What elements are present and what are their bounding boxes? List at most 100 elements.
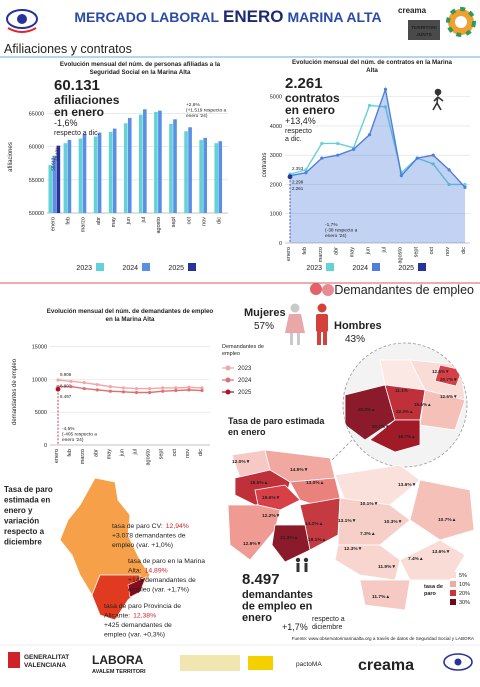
- point: [304, 171, 308, 175]
- bar: [127, 117, 132, 213]
- map-label: 11.9%▼: [378, 564, 396, 570]
- x-tick-label: may: [106, 449, 112, 460]
- point: [108, 384, 112, 389]
- map-label: 12.9%▼: [243, 541, 261, 547]
- regions-title: diciembre: [4, 538, 42, 547]
- page-title: MERCADO LABORAL ENERO MARINA ALTA: [74, 7, 381, 26]
- worker-icon: [432, 88, 444, 111]
- footer-labora-sub: AVALEM TERRITORI: [92, 669, 146, 675]
- y-tick-label: 60000: [29, 145, 44, 151]
- annotation: +2,6%: [186, 102, 200, 108]
- x-tick-label: oct: [186, 217, 192, 225]
- point: [431, 162, 435, 166]
- region-rate: 14,89%: [145, 568, 168, 575]
- x-tick-label: sept: [171, 217, 177, 228]
- total-change-label: respecto a: [312, 616, 345, 623]
- icon-dot: [310, 283, 322, 295]
- annotation: -1,7%: [325, 222, 338, 228]
- bar: [143, 109, 147, 213]
- region-label: Alicante: 12,38%: [104, 613, 156, 620]
- partner-logo: [248, 656, 273, 670]
- annotation: -4,5%: [62, 426, 75, 432]
- y-tick-label: 0: [44, 443, 47, 449]
- total-label: enero: [242, 612, 272, 624]
- total-change-label: diciembre: [312, 624, 342, 631]
- map-label: 12.0%▼: [232, 459, 250, 465]
- x-tick-label: abr: [93, 449, 99, 457]
- icon-head: [434, 88, 442, 96]
- map-label: 21.3%▲: [280, 535, 298, 541]
- man-figure: [316, 303, 328, 345]
- eye-accent: [7, 27, 37, 33]
- legend-label: 10%: [459, 582, 470, 588]
- bar: [93, 136, 98, 213]
- point: [336, 153, 340, 157]
- legend-swatch: [188, 263, 196, 271]
- y-axis-label: afiliaciones: [8, 142, 14, 172]
- x-tick-label: agosto: [146, 449, 152, 466]
- legend-label: 2024: [352, 265, 368, 272]
- map-label: 12.5%▼: [432, 369, 450, 374]
- gva-emblem: [8, 652, 20, 668]
- legend-swatch: [225, 365, 231, 371]
- point: [148, 390, 152, 395]
- y-tick-label: 3000: [270, 153, 282, 159]
- eye-logo: [6, 9, 38, 33]
- municipality: [399, 539, 466, 581]
- figure-leg: [290, 333, 293, 345]
- legend-swatch: [225, 377, 231, 383]
- municipality: [369, 419, 421, 453]
- point: [161, 389, 165, 393]
- icon-head: [295, 557, 301, 563]
- regions-title: enero y: [4, 506, 33, 515]
- point: [367, 103, 372, 108]
- bar: [158, 110, 162, 213]
- women-value: 57%: [254, 321, 274, 332]
- point: [200, 388, 204, 393]
- x-tick-label: enero: [286, 247, 292, 261]
- y-tick-label: 1000: [270, 212, 282, 218]
- total-label: de empleo en: [242, 601, 313, 613]
- map-label: 18.5%▲: [250, 480, 268, 486]
- bar: [82, 133, 87, 213]
- icon-body: [432, 94, 444, 111]
- value-label: 2.261: [292, 186, 304, 191]
- bar: [56, 145, 61, 213]
- point: [55, 386, 61, 392]
- legend-label: 2023: [238, 366, 252, 372]
- women-label: Mujeres: [244, 307, 286, 319]
- chart-title: Evolución mensual del núm. de contratos …: [292, 59, 452, 66]
- section-title: Demandantes de empleo: [334, 283, 474, 297]
- y-tick-label: 15000: [32, 345, 47, 351]
- map-label: 11.7%▲: [372, 594, 390, 600]
- map-label: 7.3%▲: [360, 531, 376, 537]
- legend-label: 2025: [168, 265, 184, 272]
- legend-swatch: [96, 263, 104, 271]
- point: [95, 388, 99, 392]
- region-rate: 12,94%: [166, 523, 189, 530]
- point: [82, 386, 86, 391]
- map-label: 20.7%▼: [440, 377, 458, 382]
- source-note: Fuente: www.observatorimarinaalta.org a …: [292, 636, 475, 641]
- map-label: 11.1%: [395, 388, 408, 393]
- annotation: (-38 respecto a: [325, 228, 358, 234]
- x-tick-label: feb: [302, 247, 308, 255]
- map-label: 13.0%▲: [306, 480, 324, 486]
- legend-label: 5%: [459, 573, 467, 579]
- municipality: [359, 579, 411, 611]
- men-value: 43%: [345, 334, 365, 345]
- map-label: 14.9%▼: [290, 467, 308, 473]
- highlight-value: 60.131: [54, 77, 100, 94]
- municipality: [434, 364, 463, 387]
- regions-title: respecto a: [4, 527, 45, 536]
- line: [57, 379, 203, 390]
- point: [95, 383, 99, 387]
- total-value: 8.497: [242, 571, 280, 588]
- highlight-change: +13,4%: [285, 116, 316, 126]
- map-label: 14.2%▲: [305, 521, 323, 527]
- point: [174, 388, 178, 393]
- map-title: Tasa de paro estimada: [228, 416, 325, 426]
- point: [187, 388, 191, 392]
- x-tick-label: dic: [216, 217, 222, 224]
- point: [187, 385, 191, 389]
